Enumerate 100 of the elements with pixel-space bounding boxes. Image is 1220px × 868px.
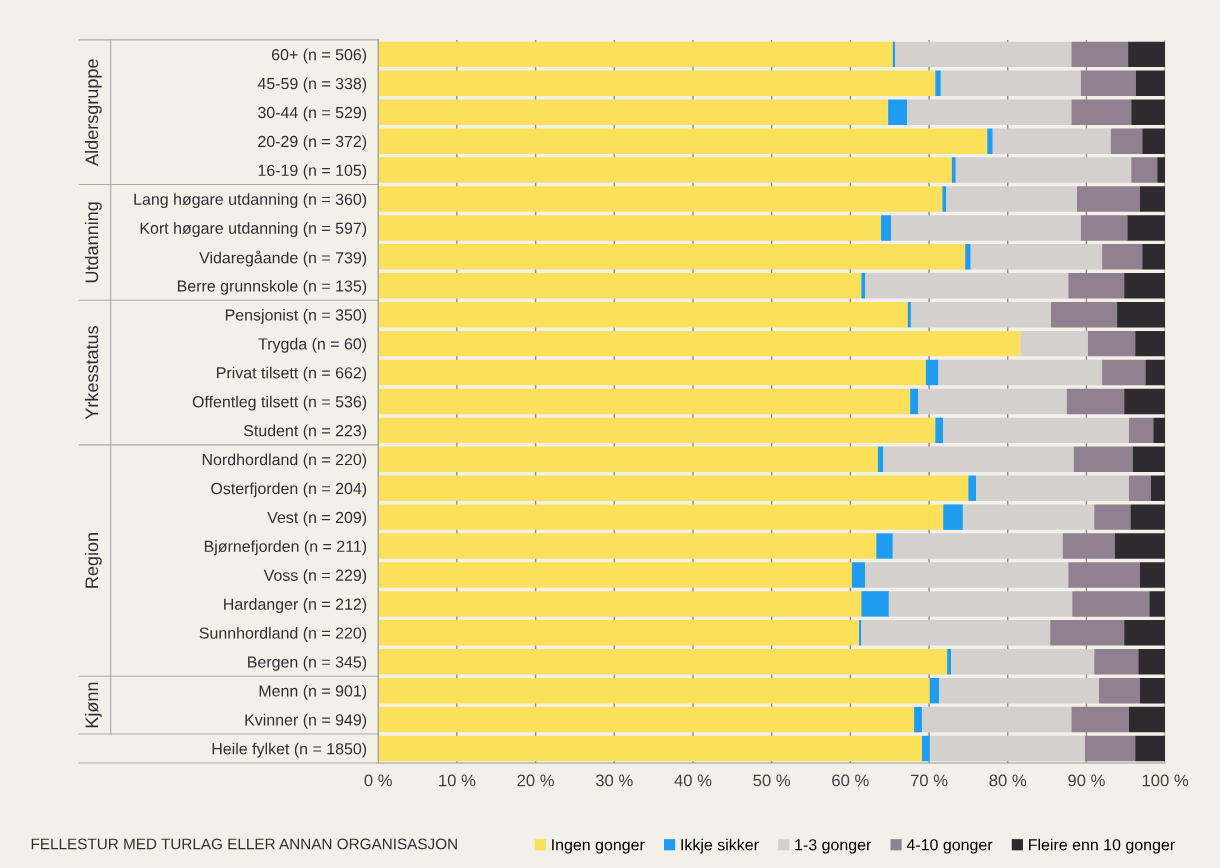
y-tick-label: Bergen (n = 345)	[248, 655, 367, 671]
x-tick-label: 10 %	[439, 774, 476, 787]
bar	[946, 186, 1077, 212]
bar	[1130, 504, 1166, 530]
text: Kjønn	[84, 682, 102, 728]
bar	[865, 562, 1069, 588]
bar	[883, 446, 1074, 473]
bar	[1139, 677, 1166, 704]
bar	[935, 70, 941, 97]
bar	[378, 273, 862, 299]
text: FELLESTUR MED TURLAG ELLER ANNAN ORGANISASJON	[31, 838, 457, 850]
bar	[910, 388, 919, 415]
bar	[921, 735, 930, 762]
bar	[1135, 330, 1166, 357]
bar	[378, 677, 930, 704]
y-tick-label: Hardanger (n = 212)	[224, 598, 367, 613]
bar	[907, 301, 911, 328]
bar	[940, 70, 1081, 97]
bar	[976, 475, 1129, 501]
bar	[378, 41, 893, 68]
bar	[378, 186, 943, 212]
bar	[947, 649, 952, 675]
y-tick-label: Vidaregåande (n = 739)	[199, 250, 367, 267]
bar	[378, 735, 922, 762]
bar	[378, 99, 889, 125]
bar	[1139, 186, 1166, 212]
bar	[943, 504, 963, 530]
bar	[935, 417, 944, 444]
bar	[378, 301, 908, 328]
x-tick-label: 60 %	[832, 774, 869, 787]
bar	[378, 533, 877, 559]
bar	[1117, 301, 1166, 328]
x-tick-label: 50 %	[753, 774, 791, 787]
y-tick-label: 45-59 (n = 338)	[257, 77, 367, 93]
y-tick-label: Offentleg tilsett (n = 536)	[192, 395, 367, 411]
y-tick-label: Pensjonist (n = 350)	[225, 308, 367, 324]
bar	[378, 446, 878, 473]
bar	[378, 215, 882, 241]
y-tick-label: 60+ (n = 506)	[272, 48, 367, 64]
bar	[895, 41, 1072, 68]
bar	[876, 533, 893, 559]
y-tick-label: Kort høgare utdanning (n = 597)	[140, 222, 367, 238]
bar	[955, 157, 1132, 183]
legend-label: Ingen gonger	[552, 839, 645, 854]
bar	[861, 620, 1051, 646]
bar	[378, 157, 952, 183]
bar	[1110, 128, 1143, 154]
bar	[1127, 215, 1166, 241]
bar	[1142, 128, 1166, 154]
text: Yrkesstatus	[84, 326, 99, 420]
y-tick-label: 20-29 (n = 372)	[258, 135, 367, 151]
bar	[1135, 70, 1166, 97]
y-tick-label: Sunnhordland (n = 220)	[199, 627, 367, 642]
bar	[968, 475, 977, 501]
y-tick-label: Trygda (n = 60)	[258, 337, 367, 353]
legend-label: 1-3 gonger	[795, 839, 872, 854]
bar	[378, 359, 926, 386]
bar	[1128, 475, 1151, 501]
y-tick-label: Voss (n = 229)	[263, 569, 367, 585]
bar	[865, 273, 1069, 299]
bar	[951, 157, 956, 183]
y-tick-label: Heile fylket (n = 1850)	[212, 742, 367, 758]
bar	[1150, 475, 1166, 501]
bar	[892, 533, 1063, 559]
bar	[378, 475, 969, 501]
bar	[910, 301, 1051, 328]
bar	[1149, 591, 1166, 617]
bar	[1131, 99, 1166, 125]
y-tick-label: Nordhordland (n = 220)	[202, 453, 367, 469]
text: Aldersgruppe	[84, 59, 102, 166]
bar	[1138, 649, 1166, 675]
legend-label: 4-10 gonger	[906, 839, 993, 854]
bar	[891, 215, 1081, 241]
bar	[861, 273, 866, 299]
y-tick-label: Vest (n = 209)	[267, 511, 367, 527]
bar	[929, 677, 940, 704]
bar	[881, 215, 892, 241]
x-tick-label: 0 %	[364, 774, 392, 787]
x-tick-label: 70 %	[910, 774, 948, 787]
bar	[378, 591, 862, 617]
x-tick-label: 80 %	[989, 774, 1027, 787]
bar	[962, 504, 1095, 530]
bar	[851, 562, 866, 588]
bar	[987, 128, 993, 154]
bar	[378, 388, 911, 415]
x-tick-label: 100 %	[1142, 774, 1189, 787]
text: Utdanning	[84, 202, 102, 283]
bar	[939, 677, 1099, 704]
bar	[938, 359, 1103, 386]
bar	[1157, 157, 1166, 183]
bar	[992, 128, 1111, 154]
bar	[914, 706, 922, 733]
bar	[1114, 533, 1166, 559]
y-tick-label: Bjørnefjorden (n = 211)	[204, 540, 367, 556]
bar	[965, 244, 971, 270]
bar	[1131, 157, 1158, 183]
x-tick-label: 20 %	[517, 774, 554, 787]
y-tick-label: 16-19 (n = 105)	[258, 164, 367, 180]
bar	[970, 244, 1103, 270]
bar	[1102, 359, 1146, 386]
